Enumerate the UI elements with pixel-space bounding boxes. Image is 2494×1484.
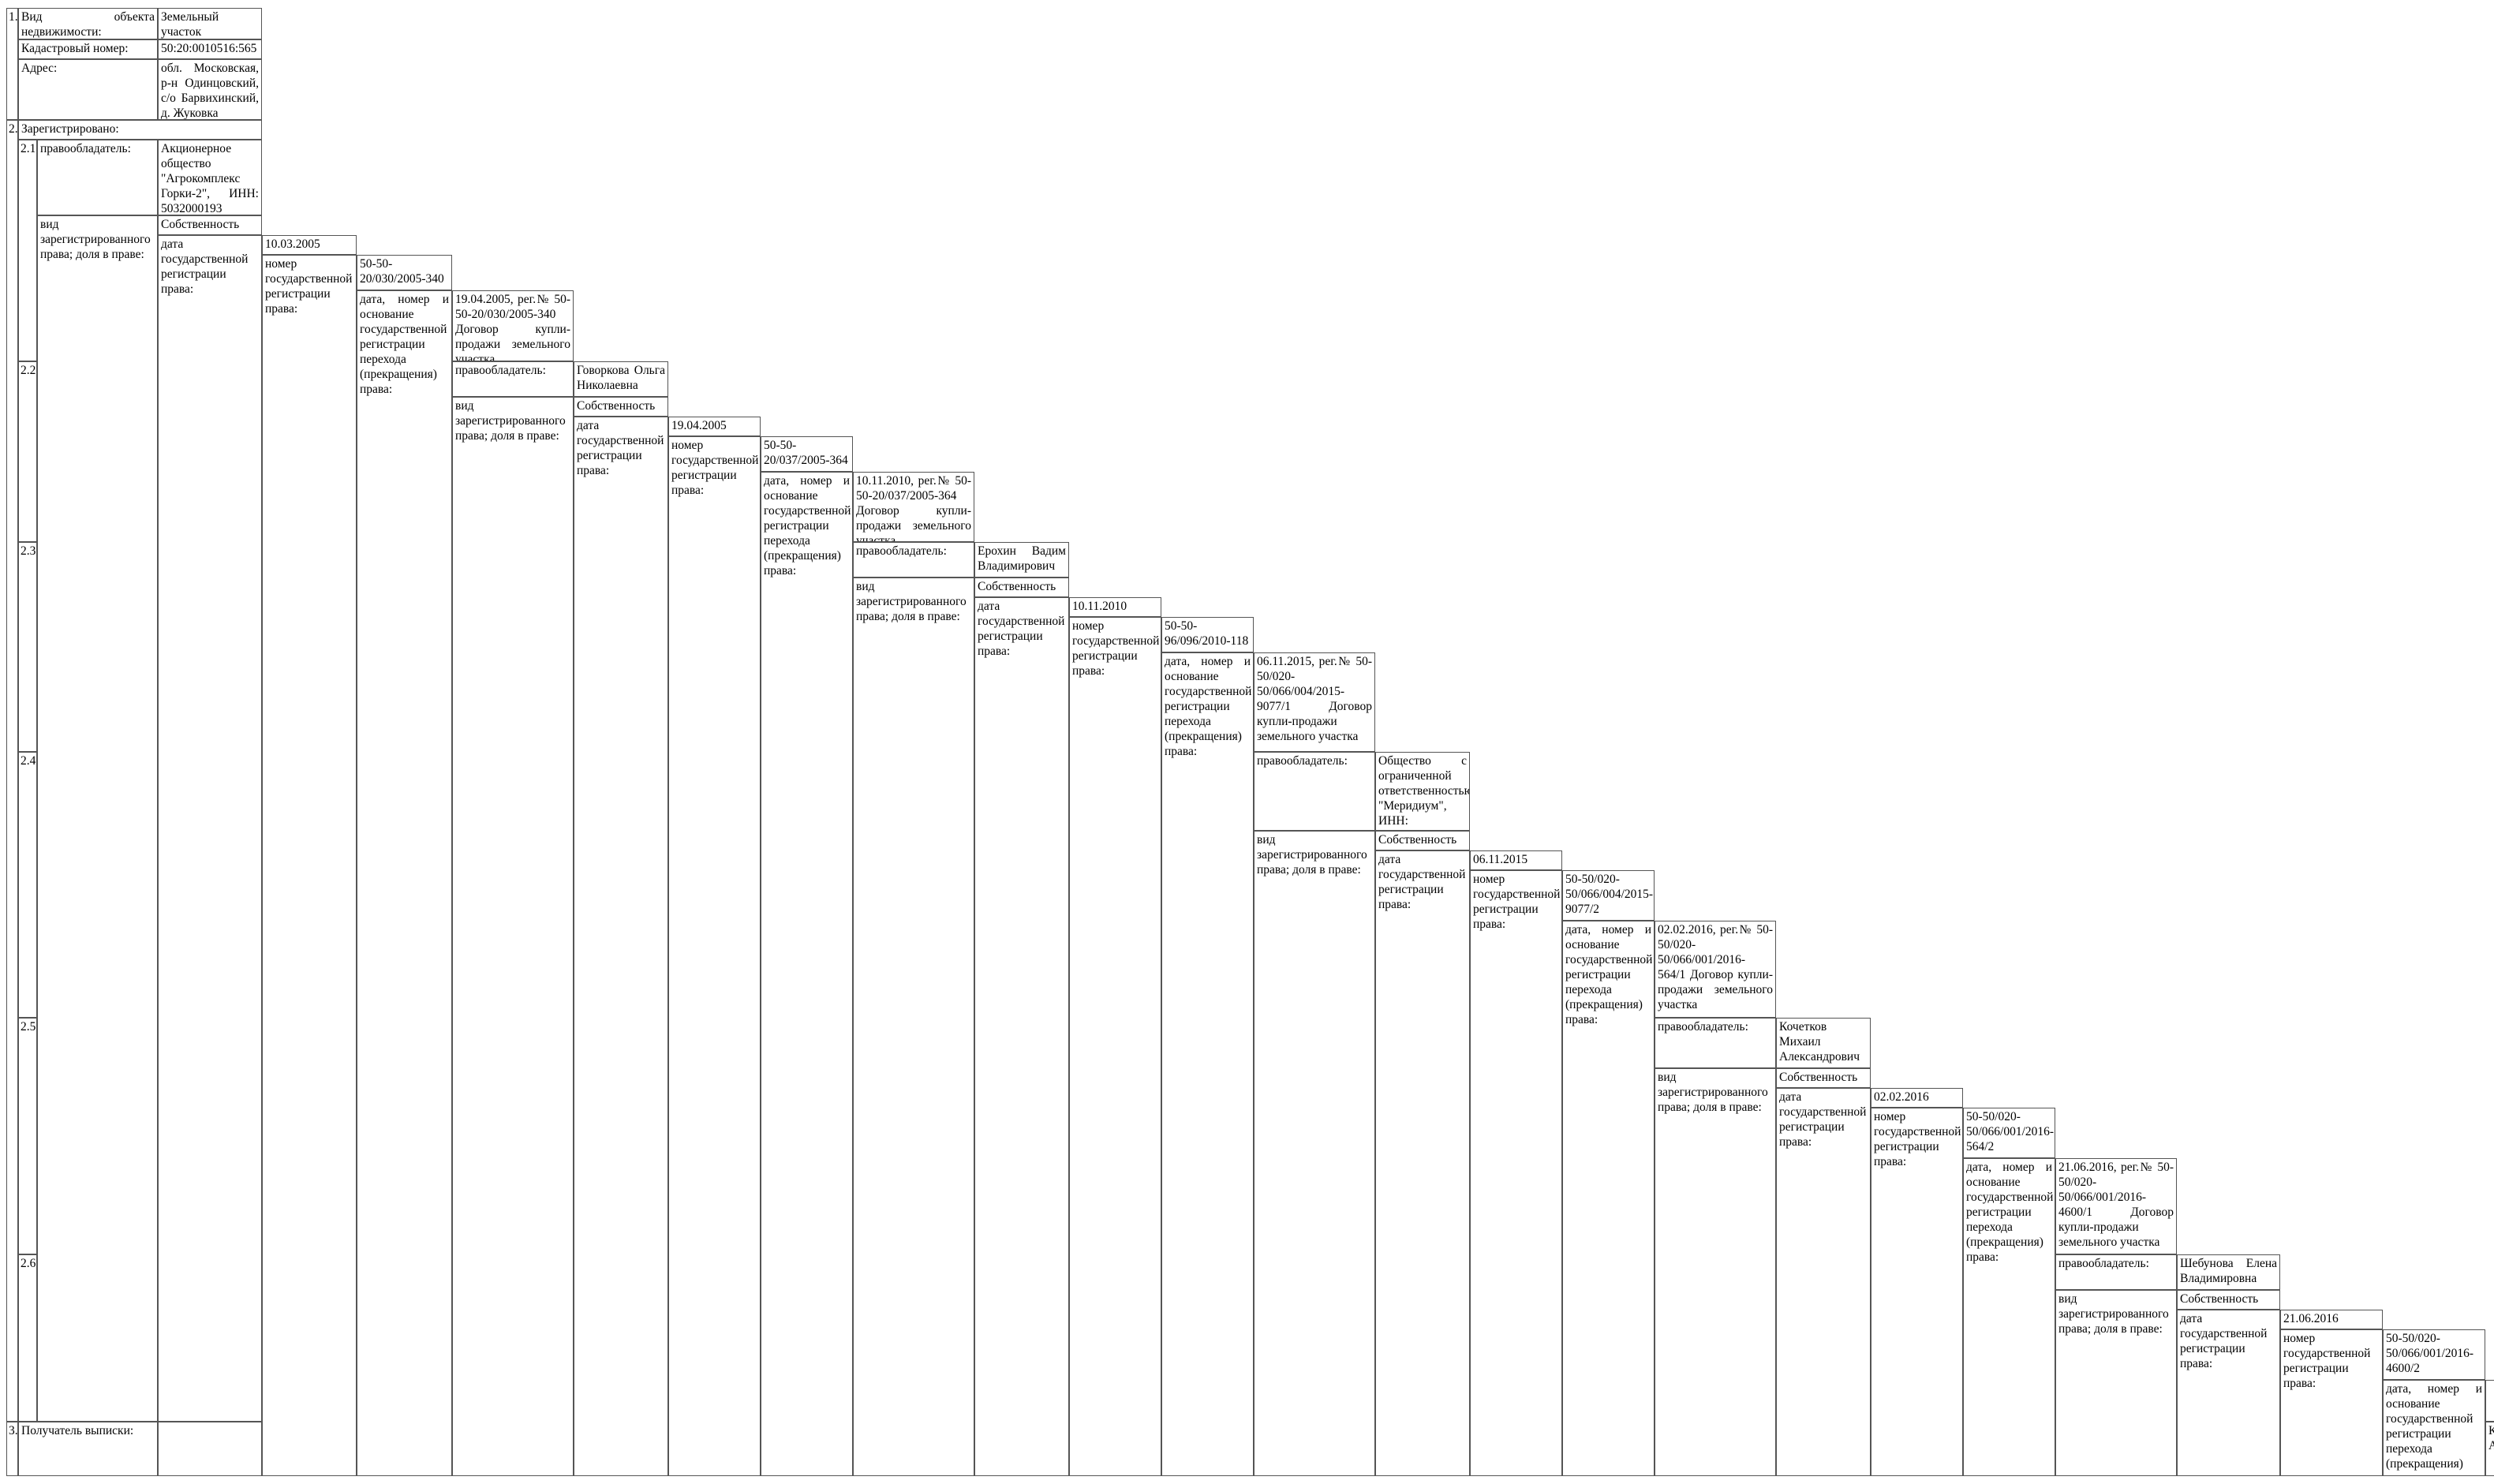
- record-2.3-owner-label: правообладатель:: [853, 542, 974, 578]
- record-2.1-number: 2.1: [18, 140, 37, 361]
- address-label: Адрес:: [18, 59, 158, 120]
- section1-number: 1.: [6, 8, 18, 120]
- cadastral-number-label: Кадастровый номер:: [18, 39, 158, 59]
- record-2.6-reg-number-label: номер государственной регистрации права:: [2280, 1329, 2383, 1476]
- record-2.6-transfer-value-clipped: [2485, 1380, 2494, 1422]
- record-2.3-reg-date-label: дата государственной регистрации права:: [974, 597, 1069, 1476]
- section3-label: Получатель выписки:: [18, 1422, 158, 1476]
- record-2.2-reg-date-label: дата государственной регистрации права:: [574, 417, 668, 1476]
- record-2.1-reg-date-label: дата государственной регистрации права:: [158, 235, 262, 1422]
- record-2.4-owner-value: Общество с ограниченной ответственностью…: [1375, 752, 1470, 831]
- record-2.1-reg-date-value: 10.03.2005: [262, 235, 357, 255]
- record-2.1-transfer-label: дата, номер и основание государственной …: [357, 290, 452, 1476]
- record-2.1-right-kind-label: вид зарегистрированного права; доля в пр…: [37, 215, 158, 1422]
- record-2.5-right-kind-label: вид зарегистрированного права; доля в пр…: [1655, 1068, 1776, 1476]
- record-2.5-number: 2.5: [18, 1018, 37, 1254]
- record-2.4-reg-number-value: 50-50/020-50/066/004/2015-9077/2: [1562, 870, 1655, 921]
- object-type-label: Вид объекта недвижимости:: [18, 8, 158, 39]
- address-value: обл. Московская, р-н Одинцовский, с/о Ба…: [158, 59, 262, 120]
- record-2.2-transfer-value: 10.11.2010, рег.№ 50-50-20/037/2005-364 …: [853, 472, 974, 542]
- record-2.5-reg-number-value: 50-50/020-50/066/001/2016-564/2: [1963, 1108, 2055, 1158]
- record-2.3-right-kind-label: вид зарегистрированного права; доля в пр…: [853, 578, 974, 1476]
- record-2.5-transfer-label: дата, номер и основание государственной …: [1963, 1158, 2055, 1476]
- record-2.5-right-kind-value: Собственность: [1776, 1068, 1871, 1088]
- record-2.6-right-kind-value: Собственность: [2177, 1290, 2280, 1310]
- record-2.1-reg-number-value: 50-50-20/030/2005-340: [357, 255, 452, 290]
- record-2.4-right-kind-label: вид зарегистрированного права; доля в пр…: [1254, 831, 1375, 1476]
- record-2.4-number: 2.4: [18, 752, 37, 1018]
- record-2.2-transfer-label: дата, номер и основание государственной …: [761, 472, 853, 1476]
- record-2.2-owner-label: правообладатель:: [452, 361, 574, 397]
- record-2.4-owner-label: правообладатель:: [1254, 752, 1375, 831]
- record-2.4-right-kind-value: Собственность: [1375, 831, 1470, 850]
- record-2.4-reg-date-value: 06.11.2015: [1470, 850, 1562, 870]
- record-2.6-reg-date-value: 21.06.2016: [2280, 1310, 2383, 1329]
- record-2.4-transfer-label: дата, номер и основание государственной …: [1562, 921, 1655, 1476]
- record-2.1-owner-label: правообладатель:: [37, 140, 158, 215]
- next-owner-value-clipped: К А: [2485, 1422, 2494, 1476]
- record-2.5-reg-date-label: дата государственной регистрации права:: [1776, 1088, 1871, 1476]
- record-2.2-reg-number-label: номер государственной регистрации права:: [668, 436, 761, 1476]
- record-2.5-reg-date-value: 02.02.2016: [1871, 1088, 1963, 1108]
- record-2.2-reg-number-value: 50-50-20/037/2005-364: [761, 436, 853, 472]
- section2-number: 2.: [6, 120, 18, 1422]
- section3-number: 3.: [6, 1422, 18, 1476]
- record-2.6-reg-number-value: 50-50/020-50/066/001/2016-4600/2: [2383, 1329, 2485, 1380]
- record-2.1-transfer-value: 19.04.2005, рег.№ 50-50-20/030/2005-340 …: [452, 290, 574, 361]
- record-2.6-reg-date-label: дата государственной регистрации права:: [2177, 1310, 2280, 1476]
- record-2.3-number: 2.3: [18, 542, 37, 752]
- record-2.5-owner-value: Кочетков Михаил Александрович: [1776, 1018, 1871, 1068]
- record-2.6-owner-label: правообладатель:: [2055, 1254, 2177, 1290]
- record-2.1-right-kind-value: Собственность: [158, 215, 262, 235]
- record-2.5-reg-number-label: номер государственной регистрации права:: [1871, 1108, 1963, 1476]
- record-2.3-transfer-value: 06.11.2015, рег.№ 50-50/020-50/066/004/2…: [1254, 652, 1375, 752]
- record-2.3-owner-value: Ерохин Вадим Владимирович: [974, 542, 1069, 578]
- record-2.3-transfer-label: дата, номер и основание государственной …: [1161, 652, 1254, 1476]
- record-2.5-owner-label: правообладатель:: [1655, 1018, 1776, 1068]
- record-2.4-transfer-value: 02.02.2016, рег.№ 50-50/020-50/066/001/2…: [1655, 921, 1776, 1018]
- record-2.5-transfer-value: 21.06.2016, рег.№ 50-50/020-50/066/001/2…: [2055, 1158, 2177, 1254]
- record-2.6-number: 2.6: [18, 1254, 37, 1422]
- record-2.2-right-kind-label: вид зарегистрированного права; доля в пр…: [452, 397, 574, 1476]
- section3-empty-value: [158, 1422, 262, 1476]
- record-2.1-reg-number-label: номер государственной регистрации права:: [262, 255, 357, 1476]
- section2-label: Зарегистрировано:: [18, 120, 262, 140]
- record-2.4-reg-date-label: дата государственной регистрации права:: [1375, 850, 1470, 1476]
- record-2.1-owner-value: Акционерное общество "Агрокомплекс Горки…: [158, 140, 262, 215]
- record-2.3-reg-number-value: 50-50-96/096/2010-118: [1161, 617, 1254, 652]
- record-2.3-right-kind-value: Собственность: [974, 578, 1069, 597]
- record-2.3-reg-number-label: номер государственной регистрации права:: [1069, 617, 1161, 1476]
- record-2.2-right-kind-value: Собственность: [574, 397, 668, 417]
- cadastral-number-value: 50:20:0010516:565: [158, 39, 262, 59]
- record-2.3-reg-date-value: 10.11.2010: [1069, 597, 1161, 617]
- record-2.2-number: 2.2: [18, 361, 37, 542]
- record-2.6-transfer-label: дата, номер и основание государственной …: [2383, 1380, 2485, 1476]
- record-2.2-reg-date-value: 19.04.2005: [668, 417, 761, 436]
- record-2.4-reg-number-label: номер государственной регистрации права:: [1470, 870, 1562, 1476]
- object-type-value: Земельный участок: [158, 8, 262, 39]
- record-2.2-owner-value: Говоркова Ольга Николаевна: [574, 361, 668, 397]
- record-2.6-owner-value: Шебунова Елена Владимировна: [2177, 1254, 2280, 1290]
- record-2.6-right-kind-label: вид зарегистрированного права; доля в пр…: [2055, 1290, 2177, 1476]
